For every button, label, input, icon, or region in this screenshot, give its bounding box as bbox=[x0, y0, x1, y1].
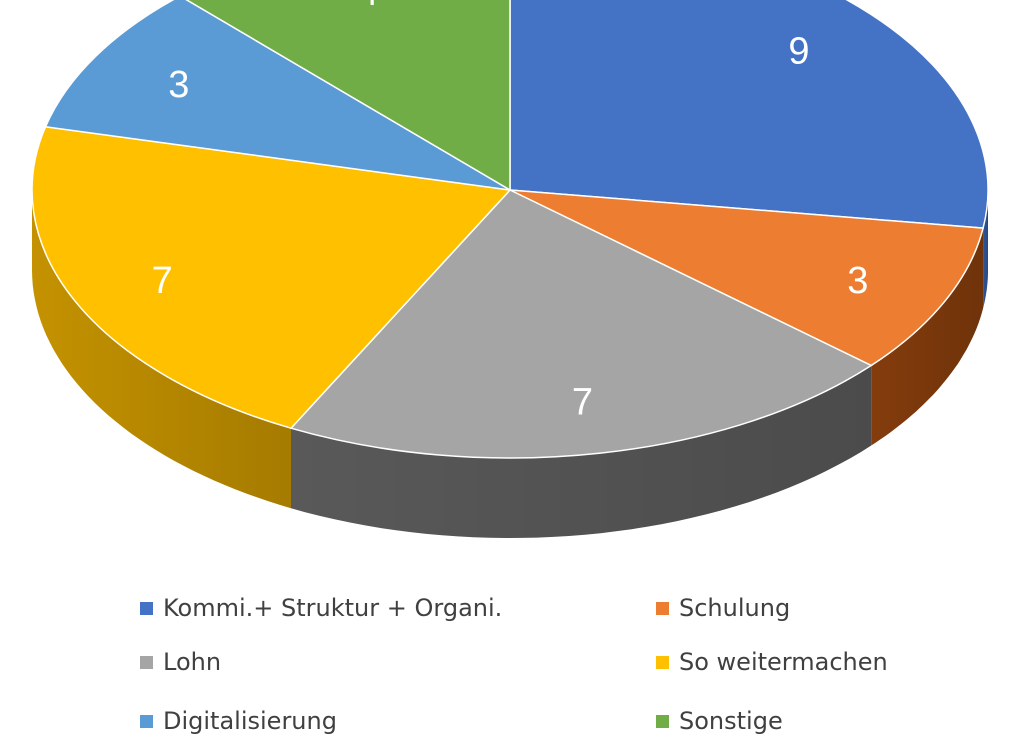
pie-slice-kommi-struktur-organi bbox=[509, 0, 989, 229]
legend-label: Schulung bbox=[679, 594, 791, 622]
pie-slice-lohn bbox=[289, 189, 873, 459]
pie-slice-schulung bbox=[509, 189, 985, 367]
pie-side-schulung-shade bbox=[871, 228, 984, 446]
legend-label: So weitermachen bbox=[679, 648, 888, 676]
pie-side-lohn-shade bbox=[291, 365, 872, 538]
legend-label: Sonstige bbox=[679, 707, 783, 735]
pie-slice-so-weitermachen bbox=[31, 125, 512, 430]
data-label-kommi-struktur-organi: 9 bbox=[788, 31, 809, 73]
legend-item-schulung: Schulung bbox=[656, 588, 790, 628]
legend-item-digitalisierung: Digitalisierung bbox=[140, 701, 337, 741]
legend: Kommi.+ Struktur + Organi. Schulung Lohn… bbox=[0, 580, 1023, 747]
legend-label: Kommi.+ Struktur + Organi. bbox=[163, 594, 503, 622]
data-label-digitalisierung: 3 bbox=[168, 64, 189, 106]
pie-slice-digitalisierung bbox=[44, 0, 511, 191]
legend-label: Lohn bbox=[163, 648, 222, 676]
legend-item-kommi: Kommi.+ Struktur + Organi. bbox=[140, 588, 502, 628]
legend-item-so-weitermachen: So weitermachen bbox=[656, 642, 888, 682]
legend-swatch bbox=[140, 601, 153, 615]
pie-side-so-weitermachen-shade bbox=[32, 190, 291, 509]
pie-chart: 9 3 7 7 3 4 bbox=[31, 0, 989, 538]
legend-swatch bbox=[656, 655, 669, 669]
legend-item-lohn: Lohn bbox=[140, 642, 221, 682]
pie-side-walls bbox=[32, 190, 988, 538]
pie-data-labels: 9 3 7 7 3 4 bbox=[152, 0, 869, 424]
legend-item-sonstige: Sonstige bbox=[656, 701, 783, 741]
data-label-schulung: 3 bbox=[847, 260, 868, 302]
legend-label: Digitalisierung bbox=[163, 707, 337, 735]
pie-top-faces bbox=[31, 0, 989, 459]
legend-swatch bbox=[140, 655, 153, 669]
pie-slice-sonstige bbox=[185, 0, 511, 192]
pie-side-kommi-struktur-organi-shade bbox=[983, 190, 988, 309]
legend-swatch bbox=[656, 714, 669, 728]
data-label-so-weitermachen: 7 bbox=[152, 260, 173, 302]
data-label-sonstige: 4 bbox=[357, 0, 378, 14]
legend-swatch bbox=[656, 601, 669, 615]
legend-swatch bbox=[140, 714, 153, 728]
data-label-lohn: 7 bbox=[572, 382, 593, 424]
